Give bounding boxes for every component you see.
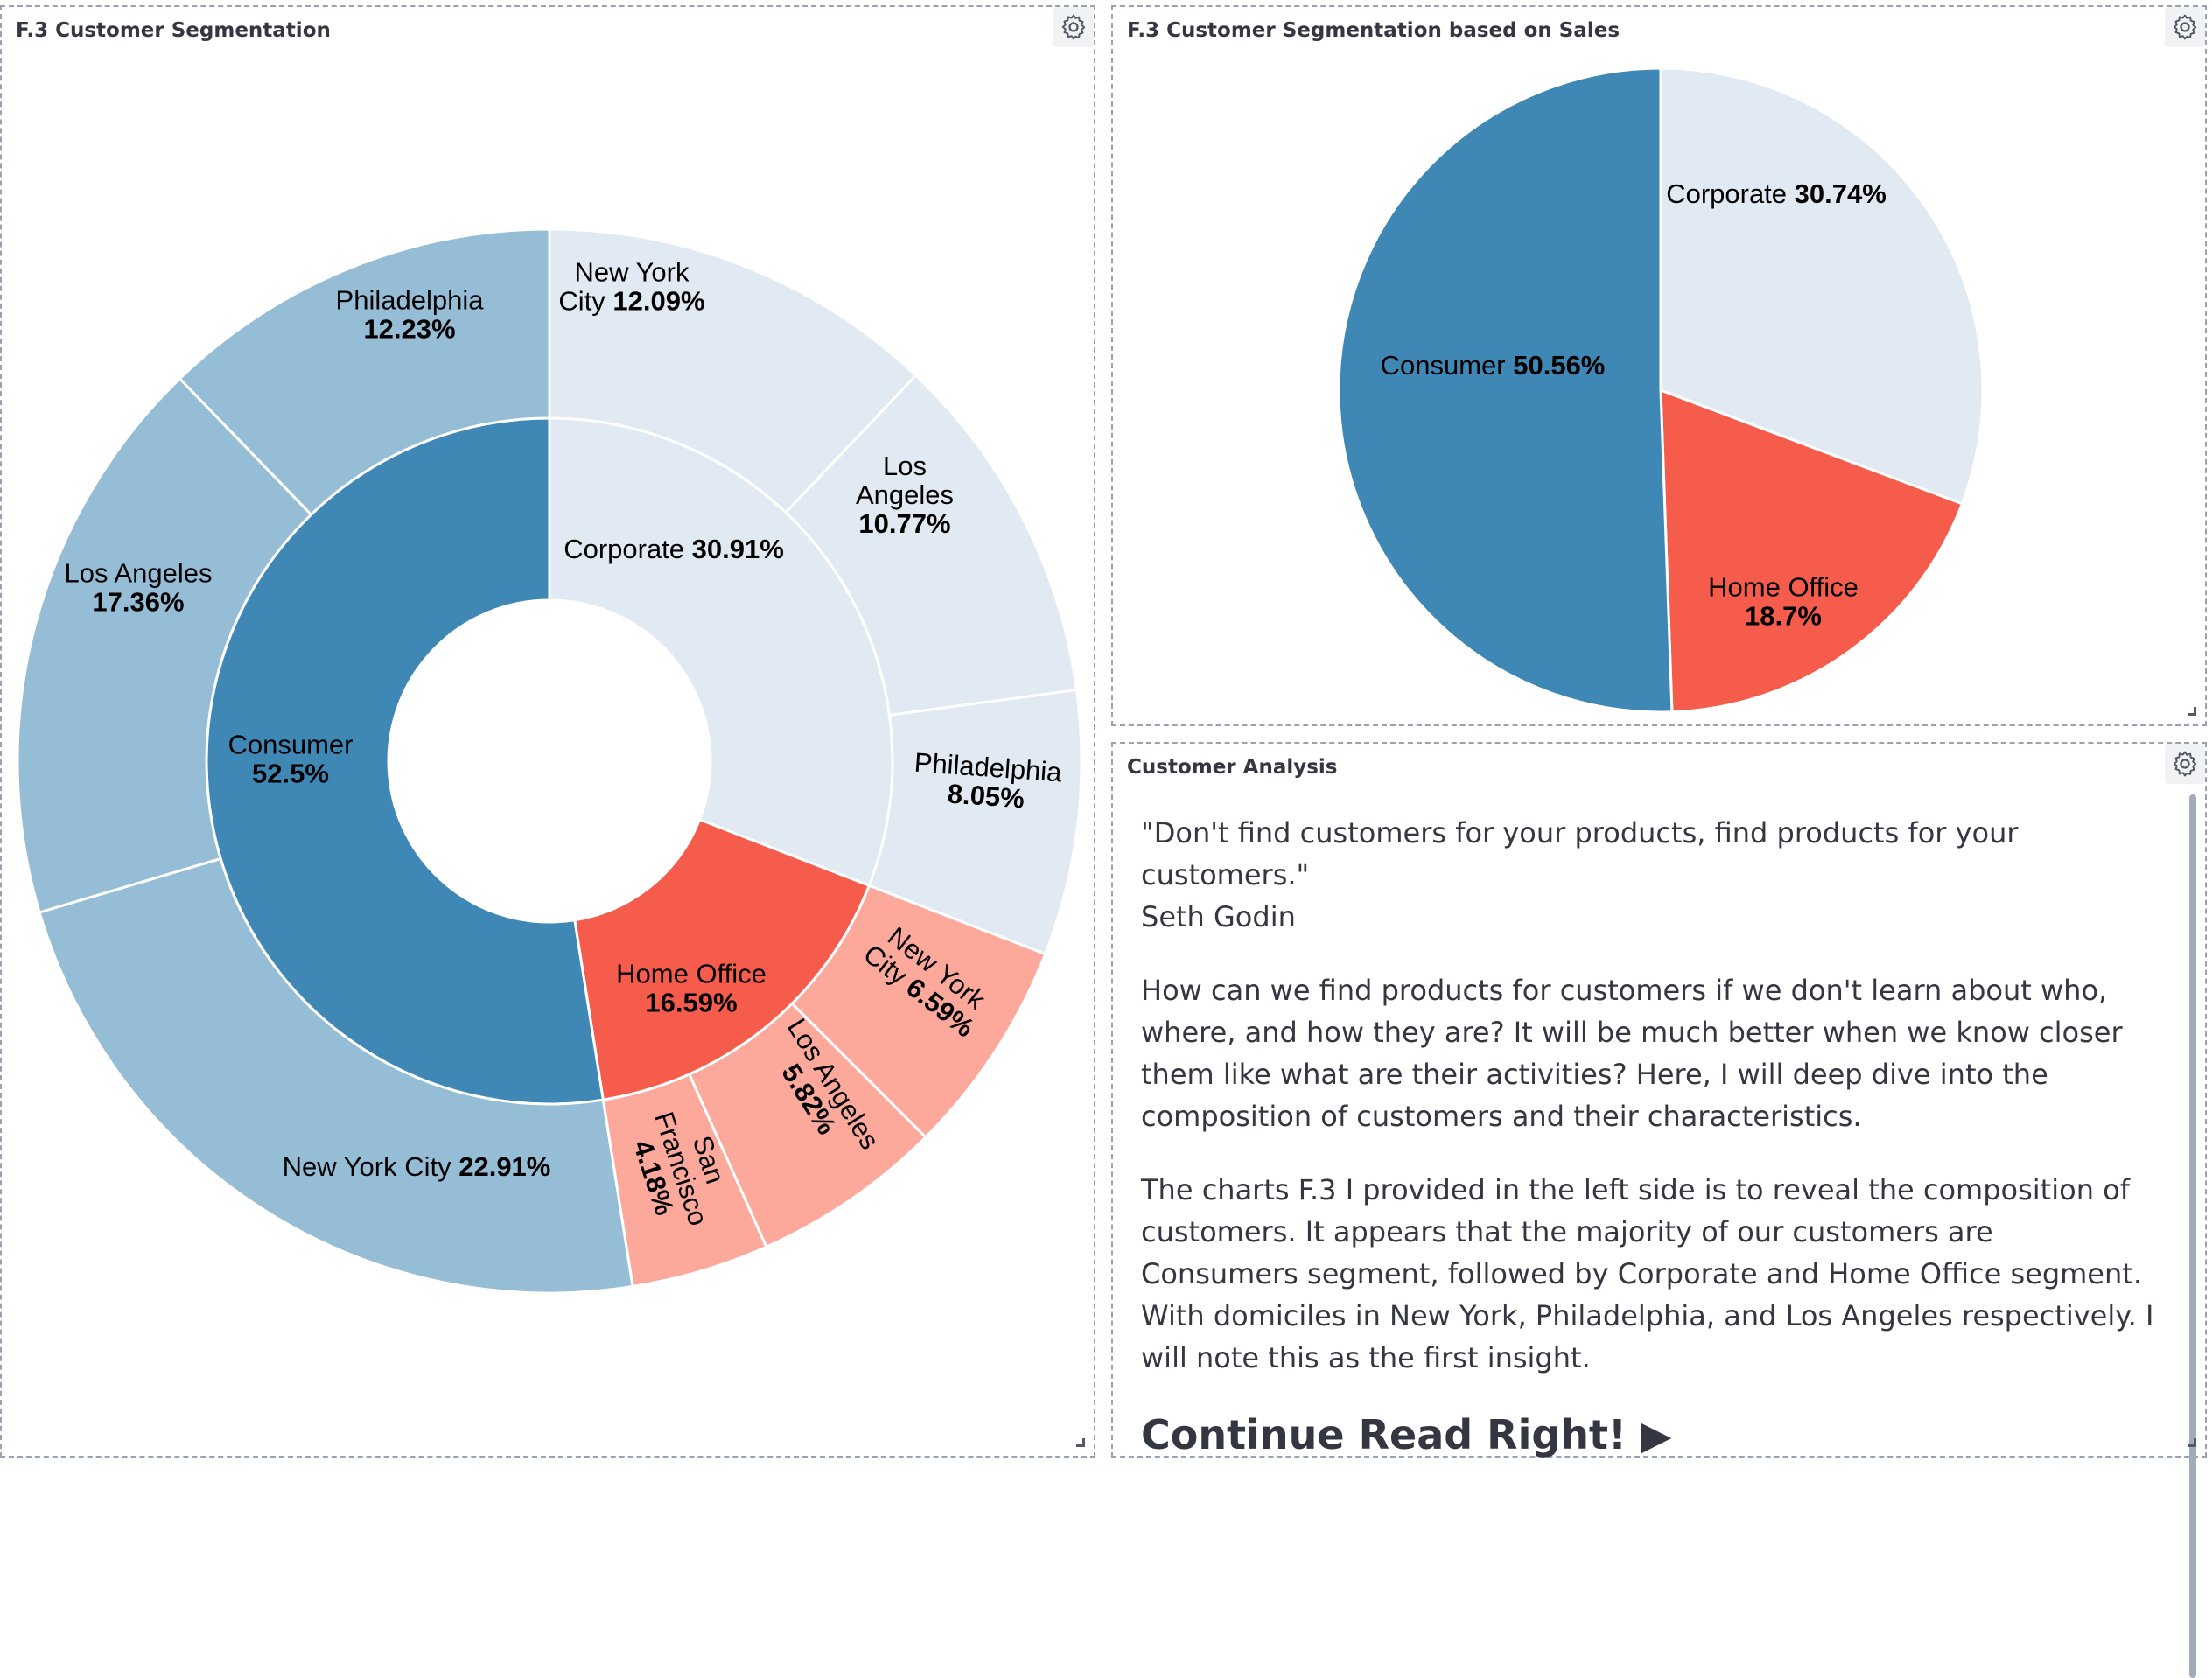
- panel-title: F.3 Customer Segmentation: [16, 19, 331, 42]
- resize-handle-icon[interactable]: [2188, 1438, 2196, 1447]
- pie-slice-home-office[interactable]: [1659, 388, 1964, 714]
- sunburst-panel: F.3 Customer Segmentation Corporate 30.9…: [0, 5, 1096, 1458]
- sunburst-label-corporate-new-york-city: New York City 12.09%: [558, 257, 704, 317]
- resize-handle-icon[interactable]: [2188, 707, 2196, 716]
- sunburst-outer-consumer-new-york-city[interactable]: [38, 856, 634, 1295]
- pie-label-consumer: Consumer 50.56%: [1381, 350, 1606, 381]
- sunburst-label-corporate-los-angeles: Los Angeles 10.77%: [856, 451, 954, 539]
- sunburst-label-home-office: Home Office 16.59%: [616, 959, 766, 1018]
- resize-handle-icon[interactable]: [1076, 1438, 1085, 1447]
- quote: "Don't find customers for your products,…: [1141, 812, 2156, 938]
- gear-icon[interactable]: [1054, 7, 1094, 47]
- pie-label-home-office: Home Office 18.7%: [1708, 572, 1858, 632]
- sunburst-label-consumer-philadelphia: Philadelphia 12.23%: [336, 285, 485, 345]
- sunburst-label-consumer-los-angeles: Los Angeles 17.36%: [65, 558, 213, 618]
- continue-heading: Continue Read Right! ▶: [1141, 1411, 1672, 1458]
- pie-panel: F.3 Customer Segmentation based on Sales…: [1111, 5, 2207, 726]
- sunburst-outer-consumer-philadelphia[interactable]: [178, 227, 551, 517]
- pie-slice-consumer[interactable]: [1337, 66, 1674, 714]
- analysis-panel: Customer Analysis "Don't find customers …: [1111, 742, 2207, 1678]
- gear-icon[interactable]: [2165, 744, 2205, 784]
- markdown-content: "Don't find customers for your products,…: [1141, 812, 2156, 1459]
- pie-label-corporate: Corporate 30.74%: [1666, 178, 1886, 209]
- panel-title: F.3 Customer Segmentation based on Sales: [1127, 19, 1620, 42]
- quote-text: "Don't find customers for your products,…: [1141, 816, 2019, 891]
- sunburst-chart: Corporate 30.91% Home Office 16.59% Consume…: [16, 227, 1083, 1295]
- sunburst-label-corporate: Corporate 30.91%: [564, 534, 784, 564]
- paragraph: The charts F.3 I provided in the left si…: [1141, 1173, 2154, 1374]
- sunburst-outer-consumer-los-angeles[interactable]: [16, 376, 313, 914]
- pie-slice-corporate[interactable]: [1659, 66, 1984, 506]
- sunburst-label-consumer-new-york-city: New York City 22.91%: [283, 1151, 551, 1182]
- quote-author: Seth Godin: [1141, 900, 1296, 933]
- panel-title: Customer Analysis: [1127, 756, 1338, 779]
- paragraph: How can we find products for customers i…: [1141, 974, 2123, 1133]
- sunburst-label-consumer: Consumer 52.5%: [228, 730, 354, 789]
- gear-icon[interactable]: [2165, 7, 2205, 47]
- scrollbar[interactable]: [2189, 794, 2196, 1678]
- pie-chart: Corporate 30.74% Home Office 18.7% Consumer…: [1337, 66, 1984, 714]
